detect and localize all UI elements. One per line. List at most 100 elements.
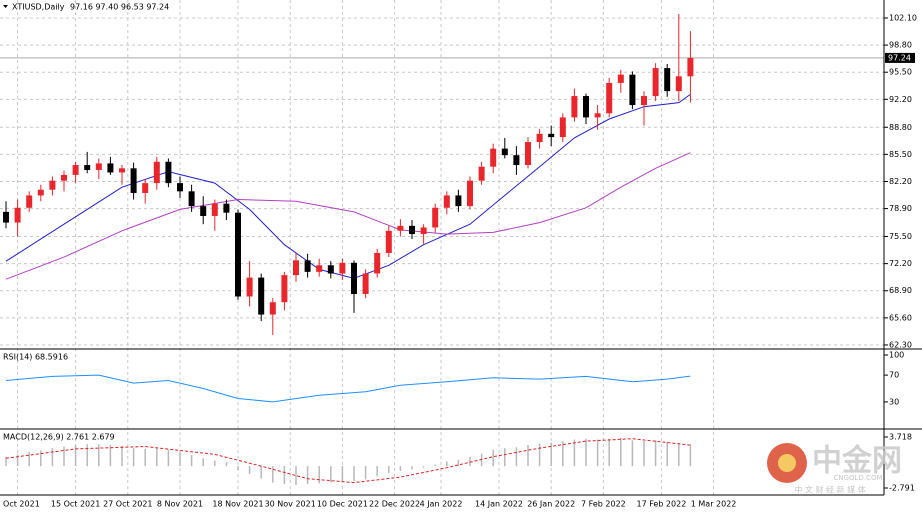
candle-body xyxy=(571,96,578,118)
candle-body xyxy=(455,195,462,207)
x-tick-label: 10 Dec 2021 xyxy=(317,500,368,509)
candle-body xyxy=(606,82,613,114)
last-price-tag xyxy=(885,52,915,63)
candle-body xyxy=(559,117,566,138)
macd-tick-label: 3.718 xyxy=(889,432,912,441)
candle-body xyxy=(316,265,323,272)
x-tick-label: 7 Feb 2022 xyxy=(581,500,626,509)
candle-body xyxy=(200,206,207,216)
candle-body xyxy=(3,211,9,223)
watermark-name: 中金网 xyxy=(812,444,902,479)
rsi-tick-label: 70 xyxy=(889,371,899,380)
candle-body xyxy=(49,180,56,190)
candle-body xyxy=(26,195,33,208)
menu-arrow xyxy=(3,5,8,8)
candle-body xyxy=(269,302,276,315)
candle-body xyxy=(211,203,218,216)
candle-body xyxy=(95,163,102,170)
y-tick-label: 72.20 xyxy=(889,259,912,268)
y-tick-label: 75.50 xyxy=(889,232,912,241)
rsi-line xyxy=(5,374,691,403)
candle-body xyxy=(304,260,311,272)
x-tick-label: 22 Dec 2022 xyxy=(369,500,420,509)
candle-body xyxy=(409,225,415,235)
candle-body xyxy=(165,161,172,184)
x-tick-label: 26 Jan 2022 xyxy=(527,500,575,509)
candle-body xyxy=(362,273,369,295)
candle-body xyxy=(513,155,520,166)
candle-body xyxy=(501,148,508,156)
macd-label: MACD(12,26,9) 2.761 2.679 xyxy=(3,433,115,442)
candle-body xyxy=(351,262,357,295)
candle-body xyxy=(536,133,543,143)
y-tick-label: 92.20 xyxy=(889,95,912,104)
last-price-label: 97.24 xyxy=(888,53,911,62)
rsi-label: RSI(14) 68.5916 xyxy=(3,353,68,362)
candle-body xyxy=(675,76,682,92)
x-tick-label: 5 Oct 2021 xyxy=(0,500,40,509)
rsi-tick-label: 30 xyxy=(889,397,899,406)
y-tick-label: 88.80 xyxy=(889,123,912,132)
candle-body xyxy=(641,96,647,106)
candle-body xyxy=(594,113,601,118)
candle-body xyxy=(525,142,531,166)
candle-body xyxy=(327,265,334,274)
x-tick-label: 14 Jan 2022 xyxy=(475,500,523,509)
macd-signal xyxy=(5,438,691,484)
candle-body xyxy=(385,230,392,253)
candle-body xyxy=(629,74,636,106)
candle-body xyxy=(339,262,346,274)
candle-body xyxy=(72,165,79,175)
y-tick-label: 85.50 xyxy=(889,150,912,159)
x-tick-label: 8 Nov 2021 xyxy=(157,500,203,509)
candle-body xyxy=(420,227,427,235)
candle-body xyxy=(478,166,485,181)
candle-body xyxy=(583,96,589,118)
candle-body xyxy=(84,165,91,170)
x-tick-label: 18 Nov 2021 xyxy=(212,500,263,509)
candle-body xyxy=(548,133,555,138)
ohlc-label: 97.16 97.40 96.53 97.24 xyxy=(70,3,169,12)
y-tick-label: 102.10 xyxy=(889,13,917,22)
rsi-tick-label: 100 xyxy=(889,351,904,360)
candle-body xyxy=(490,148,497,167)
candle-body xyxy=(177,183,183,192)
macd-tick-label: -2.791 xyxy=(889,483,915,492)
candle-body xyxy=(617,74,624,83)
y-tick-label: 95.50 xyxy=(889,68,912,77)
candle-body xyxy=(223,203,230,213)
candle-body xyxy=(258,277,265,315)
candle-body xyxy=(443,195,450,208)
y-tick-label: 62.30 xyxy=(889,340,912,349)
candle-body xyxy=(119,168,125,173)
candle-body xyxy=(281,275,288,303)
x-tick-label: 17 Feb 2022 xyxy=(637,500,687,509)
y-tick-label: 82.20 xyxy=(889,177,912,186)
candle-body xyxy=(107,163,114,173)
candle-body xyxy=(37,189,44,196)
candle-body xyxy=(153,161,160,184)
candle-body xyxy=(246,277,253,297)
y-tick-label: 68.90 xyxy=(889,286,912,295)
watermark-site: CNGOLD.COM xyxy=(833,474,882,482)
y-tick-label: 65.60 xyxy=(889,313,912,322)
candle-body xyxy=(687,57,694,77)
y-tick-label: 78.90 xyxy=(889,204,912,213)
x-tick-label: 1 Mar 2022 xyxy=(691,500,737,509)
x-tick-label: 15 Oct 2021 xyxy=(51,500,100,509)
symbol-label: XTIUSD,Daily xyxy=(12,3,65,12)
candle-body xyxy=(664,68,671,92)
candle-body xyxy=(432,207,439,228)
candle-body xyxy=(130,168,137,193)
candle-body xyxy=(293,260,299,276)
candle-body xyxy=(61,174,67,181)
candle-body xyxy=(467,180,473,207)
candle-body xyxy=(652,68,659,97)
candle-body xyxy=(374,252,381,274)
watermark: 中金网 CNGOLD.COM 中 文 财 经 新 媒 体 xyxy=(767,443,902,495)
candle-body xyxy=(142,183,149,193)
candle-body xyxy=(397,225,404,231)
candle-body xyxy=(188,191,195,207)
watermark-tagline: 中 文 财 经 新 媒 体 xyxy=(794,485,865,495)
